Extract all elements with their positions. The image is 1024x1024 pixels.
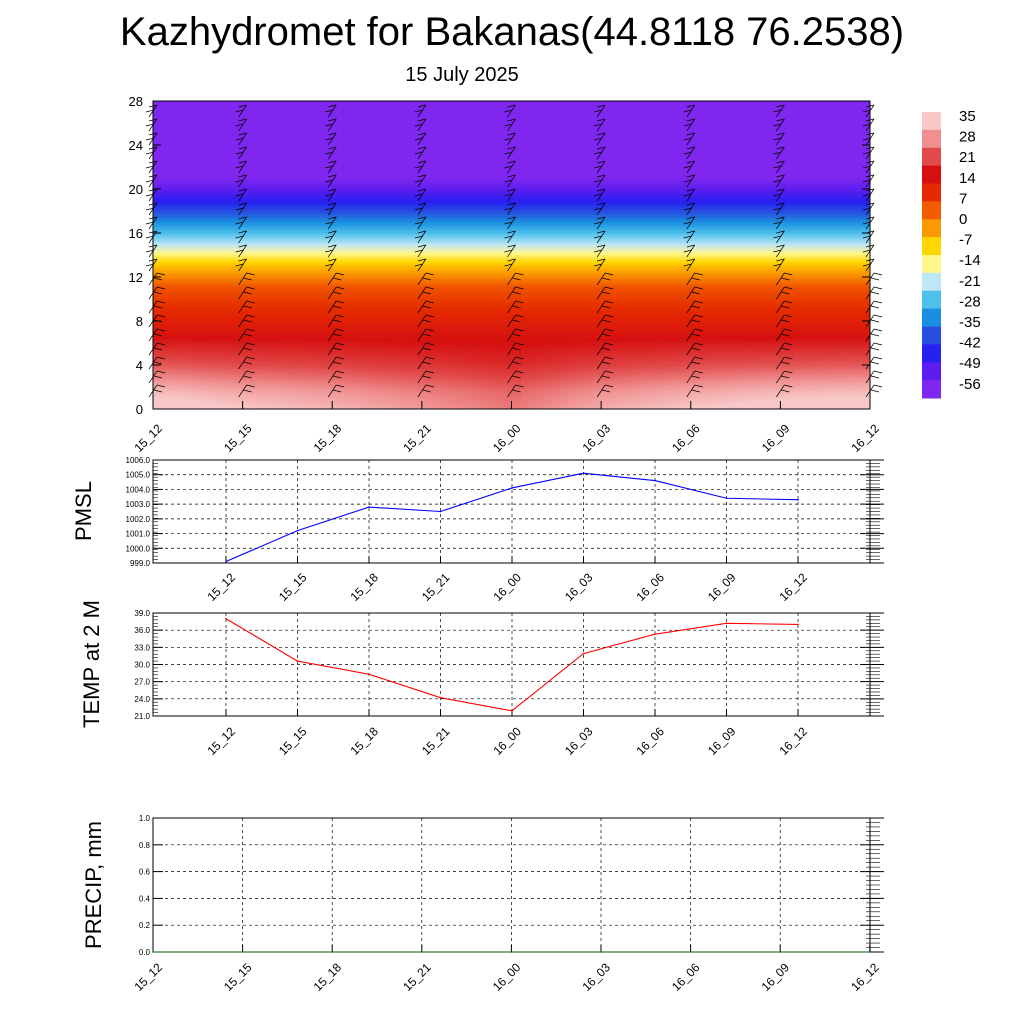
figure-canvas: 048121620242815_12 15_15 15_18 15_21 16_00 16…	[0, 0, 1024, 1024]
